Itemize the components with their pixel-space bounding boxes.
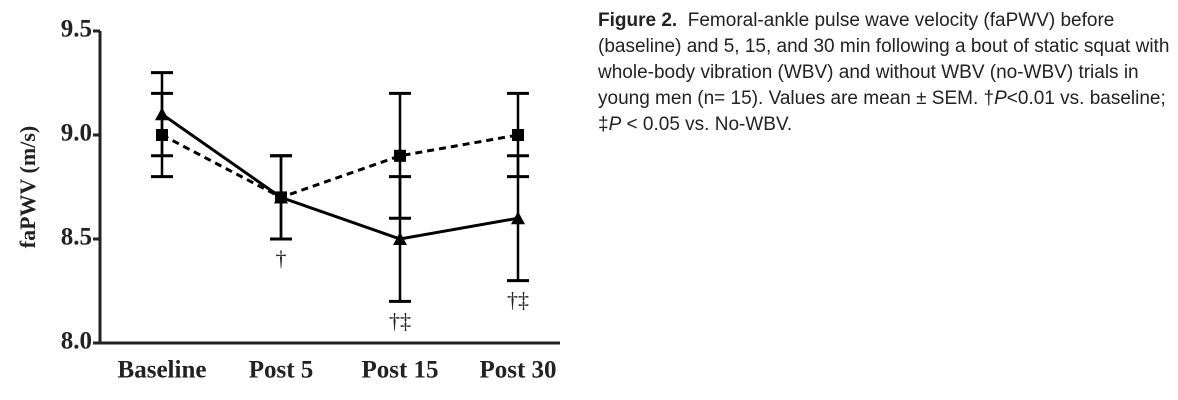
caption-italic: P bbox=[994, 88, 1007, 109]
x-tick-label: Post 15 bbox=[361, 357, 438, 384]
marker bbox=[393, 232, 407, 245]
series-line bbox=[161, 133, 519, 200]
caption: Figure 2. Femoral-ankle pulse wave veloc… bbox=[598, 8, 1170, 138]
caption-italic: P bbox=[608, 114, 622, 135]
marker bbox=[275, 191, 287, 204]
y-tick-label: 8.5 bbox=[61, 224, 92, 251]
caption-text: < 0.05 vs. No-WBV. bbox=[621, 114, 793, 135]
caption-text: Femoral-ankle pulse wave velocity (faPWV… bbox=[598, 10, 1170, 109]
annotation: †‡ bbox=[389, 308, 411, 333]
marker bbox=[511, 211, 525, 225]
marker bbox=[156, 129, 168, 141]
series-line bbox=[161, 112, 519, 241]
annotation: † bbox=[276, 246, 287, 271]
x-tick-label: Post 5 bbox=[249, 357, 314, 384]
chart: faPWV (m/s) 8.0 8.5 9.0 9.5 Baseline Post 5 Po… bbox=[15, 16, 560, 384]
caption-label: Figure 2. bbox=[598, 10, 678, 31]
marker bbox=[512, 129, 524, 141]
annotation: †‡ bbox=[507, 288, 529, 313]
x-tick-label: Post 30 bbox=[479, 357, 556, 384]
y-tick-label: 8.0 bbox=[61, 328, 92, 355]
marker bbox=[394, 149, 406, 162]
caption-text: <0.01 vs. baseline; ‡ bbox=[598, 88, 1166, 135]
y-tick-label: 9.0 bbox=[61, 120, 92, 147]
y-axis-label: faPWV (m/s) bbox=[15, 126, 40, 248]
y-tick-label: 9.5 bbox=[61, 16, 92, 43]
x-tick-label: Baseline bbox=[118, 357, 207, 384]
